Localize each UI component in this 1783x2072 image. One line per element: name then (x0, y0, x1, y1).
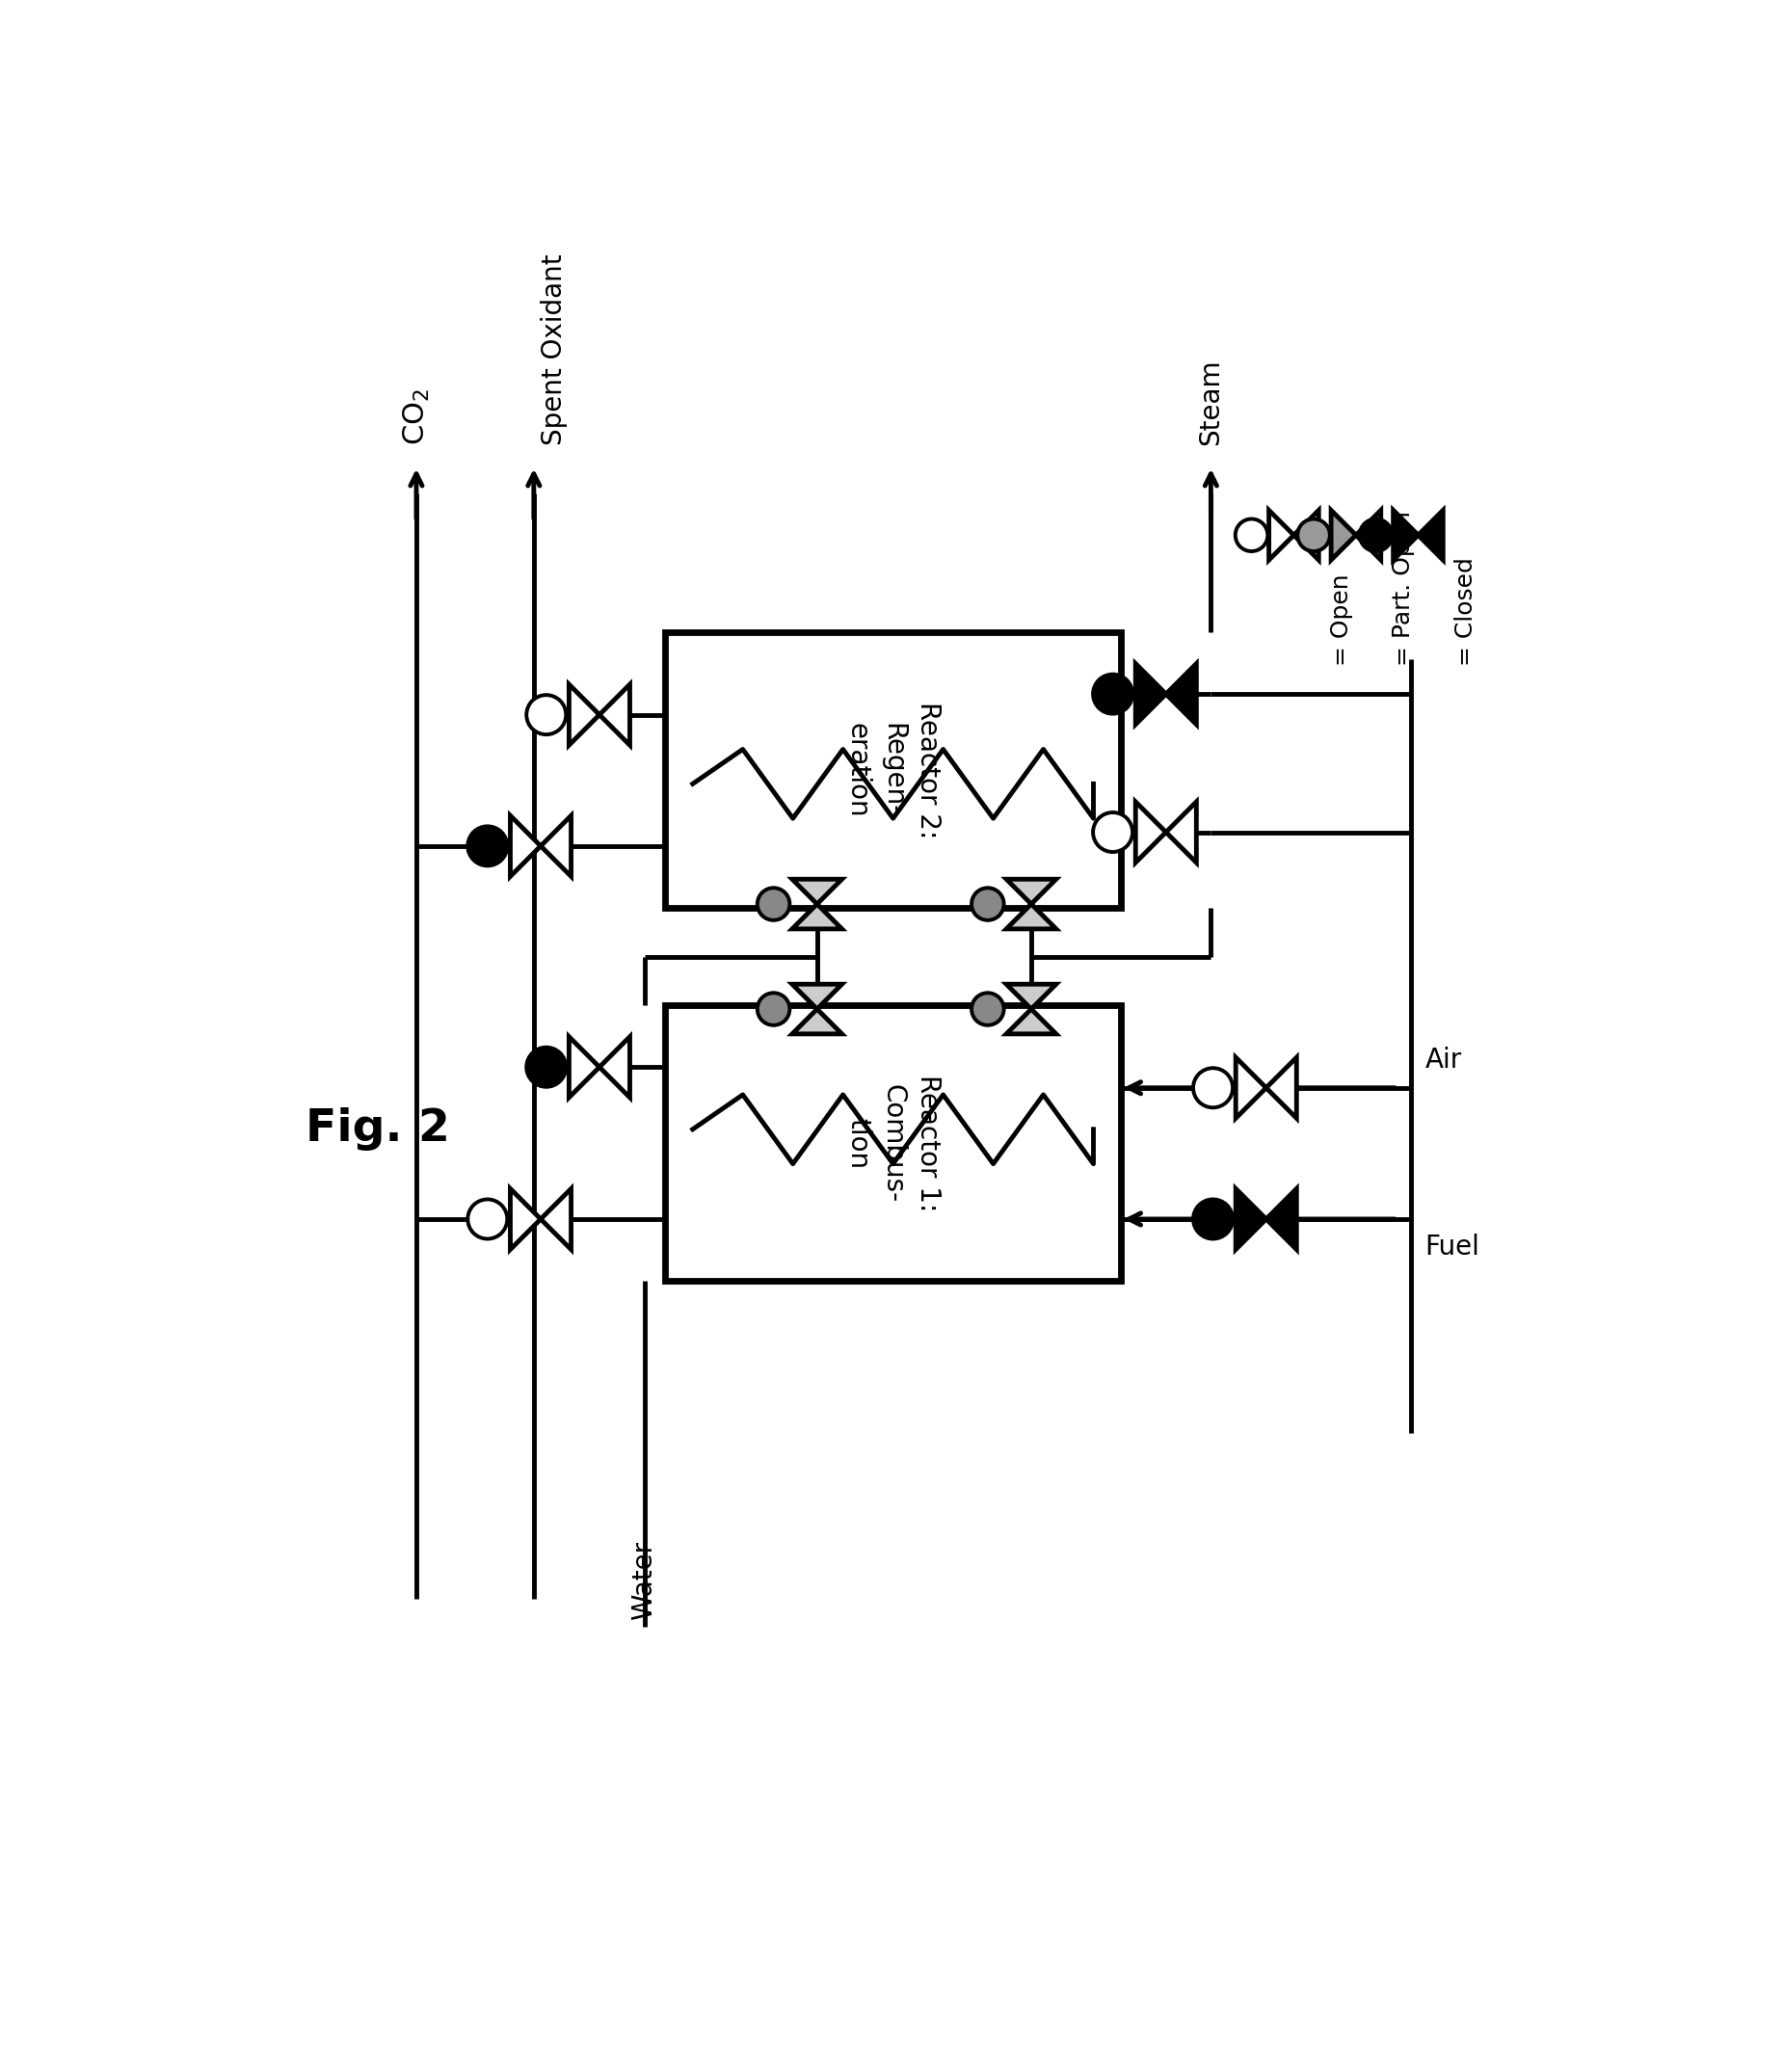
Text: Reactor 1:
Combus-
tion: Reactor 1: Combus- tion (843, 1075, 941, 1212)
Circle shape (758, 992, 790, 1026)
Circle shape (1193, 1200, 1232, 1239)
Polygon shape (792, 1009, 842, 1034)
Circle shape (526, 1046, 565, 1088)
Text: = Part. Open: = Part. Open (1393, 512, 1416, 667)
Polygon shape (569, 1036, 599, 1098)
Polygon shape (1332, 510, 1355, 559)
Polygon shape (510, 1189, 540, 1249)
Polygon shape (1166, 802, 1196, 862)
Polygon shape (1417, 510, 1442, 559)
Polygon shape (540, 816, 571, 876)
Circle shape (1236, 518, 1268, 551)
Polygon shape (1355, 510, 1380, 559)
Text: Spent Oxidant: Spent Oxidant (540, 255, 567, 445)
Polygon shape (1236, 1057, 1266, 1119)
Polygon shape (1136, 802, 1166, 862)
Circle shape (1360, 518, 1393, 551)
Bar (665, 1005, 1122, 1280)
Polygon shape (1166, 663, 1196, 725)
Polygon shape (599, 684, 629, 746)
Polygon shape (1393, 510, 1417, 559)
Circle shape (467, 1200, 506, 1239)
Polygon shape (1006, 903, 1056, 928)
Polygon shape (1006, 984, 1056, 1009)
Circle shape (467, 827, 506, 866)
Circle shape (972, 889, 1004, 920)
Circle shape (972, 992, 1004, 1026)
Circle shape (1093, 673, 1132, 713)
Text: Reactor 2:
Regen-
eration: Reactor 2: Regen- eration (843, 702, 941, 839)
Circle shape (1193, 1067, 1232, 1109)
Bar (665, 632, 1122, 908)
Polygon shape (1136, 663, 1166, 725)
Polygon shape (599, 1036, 629, 1098)
Circle shape (758, 889, 790, 920)
Polygon shape (1269, 510, 1294, 559)
Text: Steam: Steam (1198, 358, 1225, 445)
Polygon shape (1006, 1009, 1056, 1034)
Text: = Closed: = Closed (1455, 557, 1476, 667)
Polygon shape (569, 684, 599, 746)
Polygon shape (1294, 510, 1319, 559)
Circle shape (1298, 518, 1330, 551)
Polygon shape (1236, 1189, 1266, 1249)
Text: CO$_2$: CO$_2$ (401, 387, 431, 445)
Polygon shape (1006, 879, 1056, 903)
Circle shape (1093, 812, 1132, 852)
Text: Water: Water (631, 1542, 658, 1620)
Polygon shape (540, 1189, 571, 1249)
Text: Fuel: Fuel (1425, 1233, 1480, 1260)
Text: Air: Air (1425, 1046, 1462, 1073)
Text: Fig. 2: Fig. 2 (307, 1109, 451, 1150)
Polygon shape (510, 816, 540, 876)
Polygon shape (792, 984, 842, 1009)
Text: = Open: = Open (1330, 574, 1353, 667)
Polygon shape (1266, 1189, 1296, 1249)
Polygon shape (1266, 1057, 1296, 1119)
Polygon shape (792, 879, 842, 903)
Polygon shape (792, 903, 842, 928)
Circle shape (526, 694, 565, 733)
